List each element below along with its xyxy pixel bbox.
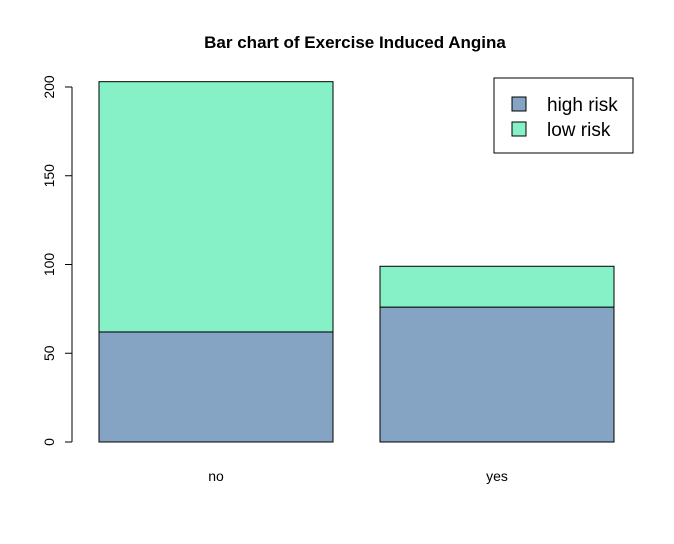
x-tick-label: yes <box>486 468 508 484</box>
legend-label: high risk <box>547 95 618 116</box>
bar-segment <box>98 331 334 443</box>
legend-swatch <box>511 96 527 112</box>
y-tick-label: 200 <box>41 75 57 99</box>
x-tick-label: no <box>208 468 224 484</box>
bar-segment <box>379 306 615 443</box>
legend-box <box>493 77 634 154</box>
legend-label: low risk <box>547 120 611 141</box>
legend: high risk low risk <box>493 77 634 154</box>
chart-title: Bar chart of Exercise Induced Angina <box>204 33 506 52</box>
bars <box>98 81 615 443</box>
bar-segment <box>98 81 334 333</box>
y-tick-label: 0 <box>41 438 57 446</box>
y-tick-label: 50 <box>41 345 57 361</box>
y-tick-label: 150 <box>41 164 57 188</box>
x-axis-labels: no yes <box>208 468 508 484</box>
y-axis: 0 50 100 150 200 <box>41 75 73 446</box>
bar-segment <box>379 265 615 308</box>
y-tick-label: 100 <box>41 253 57 277</box>
legend-swatch <box>511 121 527 137</box>
